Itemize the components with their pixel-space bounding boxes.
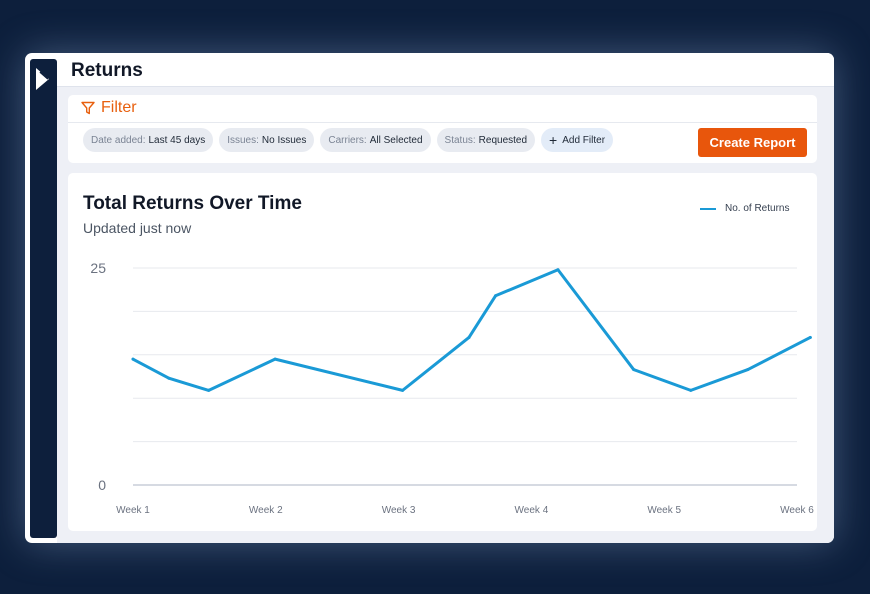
filter-header[interactable]: Filter <box>81 99 137 117</box>
chip-key: Issues: <box>227 134 259 146</box>
data-point <box>273 357 277 361</box>
logo-icon[interactable] <box>33 65 53 93</box>
series-line <box>131 268 812 392</box>
top-bar: Returns <box>57 53 834 87</box>
chip-key: Carriers: <box>328 134 367 146</box>
chip-value: All Selected <box>369 134 423 146</box>
data-point <box>632 368 636 372</box>
filter-title: Filter <box>101 99 137 116</box>
x-tick-label: Week 5 <box>647 505 681 516</box>
legend-swatch <box>700 207 716 210</box>
data-point <box>494 294 498 298</box>
chart-subtitle: Updated just now <box>83 220 192 236</box>
page-title: Returns <box>71 60 143 81</box>
x-tick-label: Week 4 <box>515 505 549 516</box>
sidebar <box>30 59 57 538</box>
chip-key: Date added: <box>91 134 146 146</box>
data-point <box>746 368 750 372</box>
filter-chips: Date added: Last 45 days Issues: No Issu… <box>83 128 614 152</box>
line-chart: 0 25 Week 1 Week 2 Week 3 Week 4 Week 5 Week 6 <box>90 260 814 516</box>
chip-issues[interactable]: Issues: No Issues <box>219 128 315 152</box>
chart-card: Total Returns Over Time Updated just now… <box>68 173 817 531</box>
legend-label: No. of Returns <box>725 203 790 214</box>
chip-value: No Issues <box>261 134 307 146</box>
chart-legend[interactable]: No. of Returns <box>700 203 789 214</box>
data-point <box>808 335 812 339</box>
data-point <box>401 388 405 392</box>
divider <box>68 122 817 123</box>
data-point <box>167 376 171 380</box>
data-point <box>131 357 135 361</box>
app-window: Returns Filter Date added: Last 45 days … <box>25 53 834 543</box>
x-tick-label: Week 1 <box>116 505 150 516</box>
data-point <box>689 388 693 392</box>
main-content: Returns Filter Date added: Last 45 days … <box>57 53 834 543</box>
x-tick-label: Week 2 <box>249 505 283 516</box>
data-point <box>207 388 211 392</box>
plus-icon: + <box>549 132 558 148</box>
data-point <box>556 268 560 272</box>
chip-value: Last 45 days <box>148 134 206 146</box>
data-point <box>467 335 471 339</box>
filter-panel: Filter Date added: Last 45 days Issues: … <box>68 95 817 163</box>
chart-title: Total Returns Over Time <box>83 193 302 214</box>
x-tick-label: Week 3 <box>382 505 416 516</box>
add-filter-button[interactable]: + Add Filter <box>541 128 614 152</box>
add-filter-label: Add Filter <box>562 134 606 146</box>
y-tick-label: 25 <box>90 260 106 276</box>
x-tick-label: Week 6 <box>780 505 814 516</box>
chip-carriers[interactable]: Carriers: All Selected <box>320 128 431 152</box>
create-report-button[interactable]: Create Report <box>698 128 807 157</box>
funnel-icon <box>81 101 95 115</box>
chip-value: Requested <box>478 134 528 146</box>
chip-status[interactable]: Status: Requested <box>436 128 536 152</box>
chip-key: Status: <box>444 134 476 146</box>
chip-date-added[interactable]: Date added: Last 45 days <box>83 128 214 152</box>
y-tick-label: 0 <box>98 477 106 493</box>
